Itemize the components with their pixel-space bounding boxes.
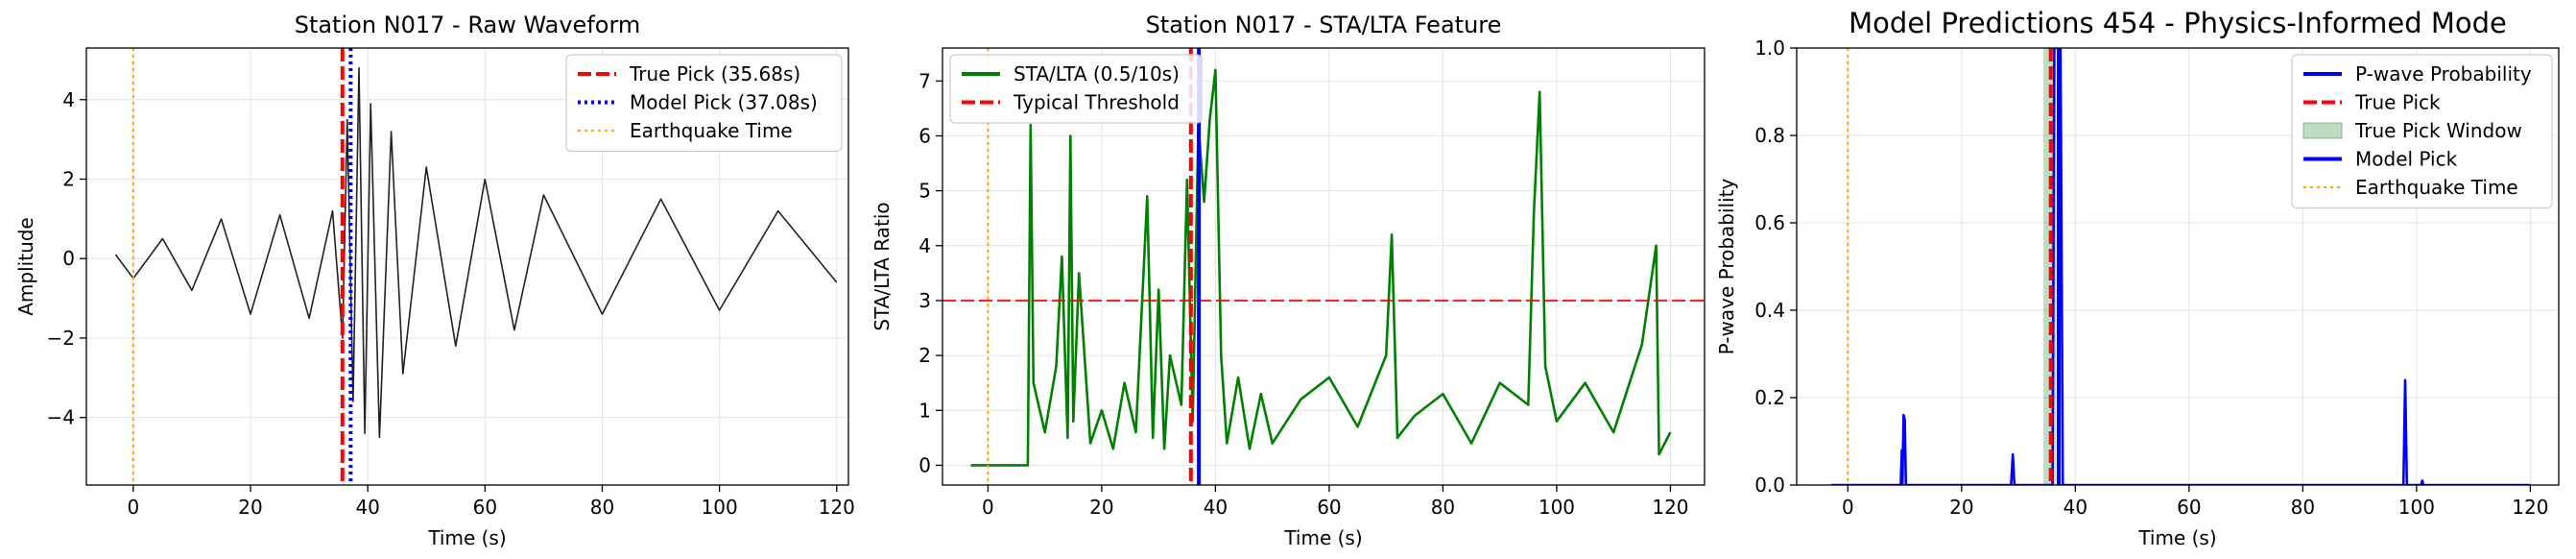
legend: P-wave Probability True Pick True Pick Win… bbox=[2291, 54, 2553, 209]
chart-panel-3: 0 20 40 60 80 100 120 0.0 0.2 0.4 0.6 0.8 1.0 Model P… bbox=[1715, 7, 2560, 549]
y-tick-label: 6 bbox=[918, 124, 931, 147]
y-tick-label: 0.6 bbox=[1754, 211, 1785, 234]
y-tick-label: 1.0 bbox=[1754, 36, 1785, 60]
x-tick-label: 80 bbox=[1431, 496, 1455, 519]
legend-box bbox=[2291, 54, 2553, 209]
x-axis-label: Time (s) bbox=[427, 526, 506, 549]
axes-frame bbox=[1796, 47, 2560, 486]
x-tick-label: 100 bbox=[2398, 496, 2435, 519]
x-tick-label: 100 bbox=[702, 496, 738, 519]
series-line-1 bbox=[114, 66, 838, 439]
x-tick-label: 60 bbox=[1317, 496, 1341, 519]
x-tick-label: 40 bbox=[355, 496, 379, 519]
x-tick-label: 80 bbox=[590, 496, 614, 519]
y-tick-label: 4 bbox=[918, 234, 931, 257]
chart-title: Station N017 - Raw Waveform bbox=[295, 12, 641, 38]
x-tick-label: 120 bbox=[2512, 496, 2548, 519]
plot-area bbox=[114, 48, 838, 485]
x-tick-label: 80 bbox=[2291, 496, 2315, 519]
x-tick-label: 20 bbox=[238, 496, 262, 519]
legend: True Pick (35.68s) Model Pick (37.08s) Ear… bbox=[565, 54, 843, 153]
y-tick-label: 0.2 bbox=[1754, 386, 1785, 409]
y-tick-label: 5 bbox=[918, 180, 931, 203]
legend: STA/LTA (0.5/10s) Typical Threshold bbox=[949, 54, 1203, 124]
y-tick-label: 0.8 bbox=[1754, 124, 1785, 147]
x-tick-label: 60 bbox=[473, 496, 497, 519]
x-tick-label: 0 bbox=[982, 496, 994, 519]
axes-frame bbox=[85, 47, 849, 486]
y-tick-label: 7 bbox=[918, 69, 931, 92]
chart-title: Model Predictions 454 - Physics-Informed… bbox=[1849, 7, 2507, 39]
x-tick-label: 100 bbox=[1538, 496, 1575, 519]
chart-panel-2: 0 20 40 60 80 100 120 0 1 2 3 4 5 6 7 Station N017 - ST… bbox=[871, 12, 1705, 549]
x-axis-label: Time (s) bbox=[1283, 526, 1362, 549]
y-tick-label: 0.0 bbox=[1754, 474, 1785, 497]
legend-label: STA/LTA (0.5/10s) bbox=[1014, 62, 1180, 85]
plot-area bbox=[1830, 48, 2531, 485]
y-tick-label: 2 bbox=[62, 168, 75, 191]
y-axis-label: STA/LTA Ratio bbox=[871, 202, 894, 330]
x-tick-label: 0 bbox=[1842, 496, 1854, 519]
y-tick-label: 0 bbox=[62, 247, 75, 270]
y-tick-label: 1 bbox=[918, 399, 931, 422]
axes-frame bbox=[942, 47, 1705, 486]
legend-label: True Pick Window bbox=[2354, 119, 2522, 142]
legend-box bbox=[949, 54, 1203, 124]
x-tick-label: 40 bbox=[2063, 496, 2087, 519]
x-tick-label: 20 bbox=[1949, 496, 1973, 519]
x-tick-label: 40 bbox=[1204, 496, 1228, 519]
y-tick-label: −2 bbox=[47, 327, 75, 350]
chart-panel-1: 0 20 40 60 80 100 120 −4 −2 0 2 4 Station N017 - Raw… bbox=[14, 12, 855, 549]
y-axis-label: Amplitude bbox=[14, 217, 37, 316]
y-tick-label: 0.4 bbox=[1754, 299, 1785, 322]
y-tick-label: 3 bbox=[918, 289, 931, 312]
legend-label: P-wave Probability bbox=[2355, 62, 2532, 85]
legend-label: True Pick bbox=[2354, 91, 2441, 114]
legend-box bbox=[565, 54, 843, 153]
y-tick-label: 4 bbox=[62, 88, 75, 111]
legend-label: Earthquake Time bbox=[630, 119, 793, 142]
legend-label: Model Pick bbox=[2355, 148, 2458, 171]
legend-swatch bbox=[2302, 122, 2343, 139]
legend-label: True Pick (35.68s) bbox=[629, 62, 800, 85]
x-tick-label: 0 bbox=[127, 496, 139, 519]
y-tick-label: 0 bbox=[918, 453, 931, 476]
series-line-1 bbox=[1830, 48, 2531, 485]
legend-label: Model Pick (37.08s) bbox=[630, 91, 818, 114]
y-tick-label: −4 bbox=[47, 406, 75, 429]
legend-label: Typical Threshold bbox=[1013, 91, 1180, 114]
y-tick-label: 2 bbox=[918, 344, 931, 367]
y-axis-label: P-wave Probability bbox=[1715, 179, 1738, 355]
x-axis-label: Time (s) bbox=[2137, 526, 2216, 549]
series-line-1 bbox=[970, 68, 1672, 467]
x-tick-label: 20 bbox=[1089, 496, 1113, 519]
chart-title: Station N017 - STA/LTA Feature bbox=[1146, 12, 1502, 38]
legend-label: Earthquake Time bbox=[2355, 176, 2518, 199]
x-tick-label: 60 bbox=[2177, 496, 2201, 519]
x-tick-label: 120 bbox=[1652, 496, 1688, 519]
x-tick-label: 120 bbox=[819, 496, 855, 519]
